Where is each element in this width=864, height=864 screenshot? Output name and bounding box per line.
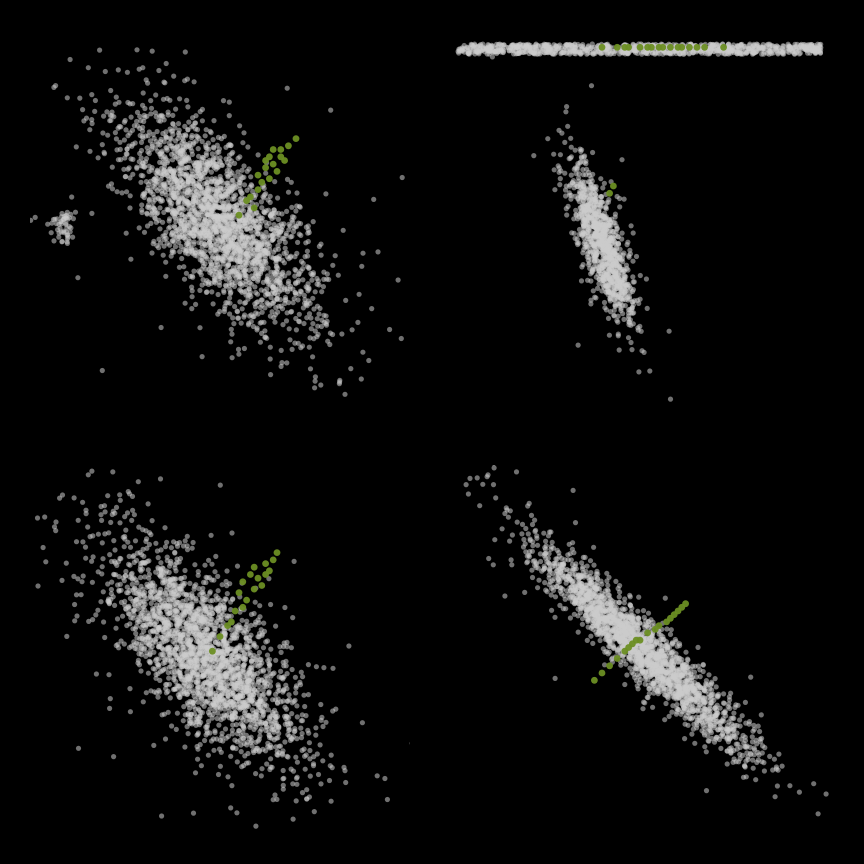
scatter-panel-tr xyxy=(450,40,830,405)
scatter-panel-tl xyxy=(30,40,410,405)
scatter-panel-br xyxy=(450,465,830,830)
scatter-panel-bl xyxy=(30,465,410,830)
scatter-grid xyxy=(0,0,864,864)
